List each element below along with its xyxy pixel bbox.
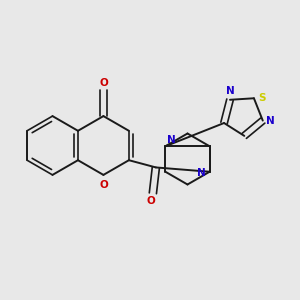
Text: O: O [147, 196, 156, 206]
Text: O: O [99, 180, 108, 190]
Text: N: N [167, 135, 176, 145]
Text: O: O [99, 78, 108, 88]
Text: N: N [266, 116, 275, 126]
Text: N: N [197, 168, 206, 178]
Text: N: N [226, 86, 235, 96]
Text: S: S [258, 93, 266, 103]
